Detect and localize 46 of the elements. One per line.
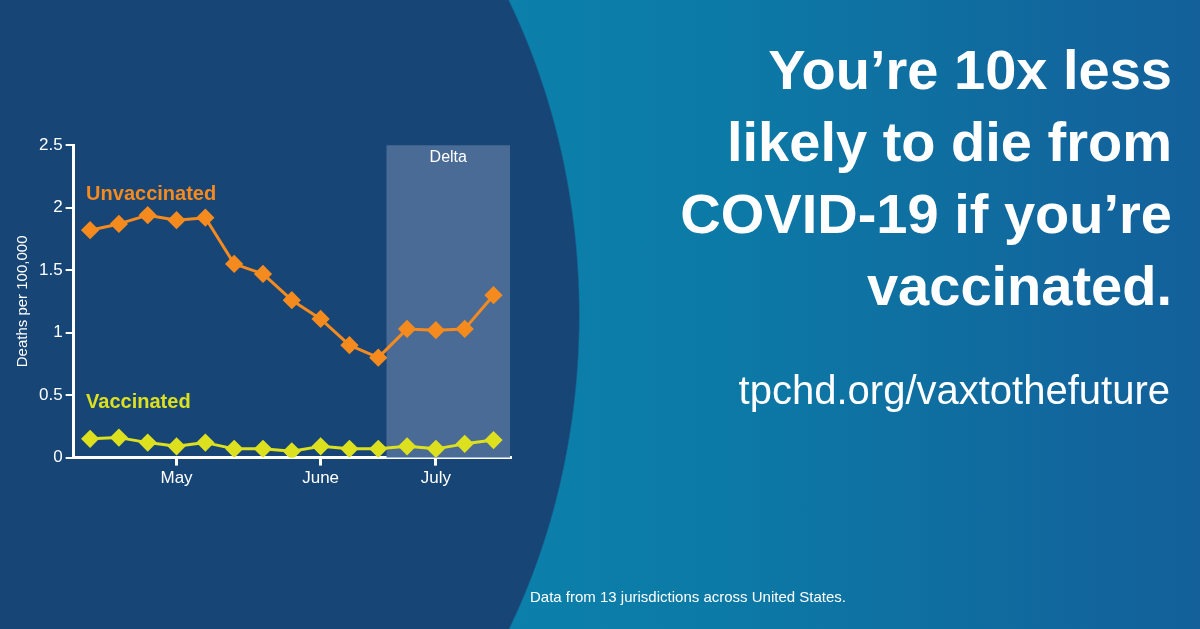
point <box>110 429 128 447</box>
text: Data from 13 jurisdictions across United States. <box>530 588 846 605</box>
point <box>168 211 186 229</box>
point <box>225 255 243 273</box>
point <box>369 349 387 367</box>
point <box>283 291 301 309</box>
band-label: Delta <box>429 147 468 165</box>
series-label: Vaccinated <box>86 390 191 413</box>
point <box>110 215 128 233</box>
y-tick-label: 2 <box>53 197 63 217</box>
point <box>81 221 99 239</box>
point <box>398 437 416 455</box>
point <box>340 440 358 458</box>
y-tick-label: 0.5 <box>38 384 63 404</box>
point <box>254 265 272 283</box>
point <box>340 336 358 354</box>
series-label: Unvaccinated <box>86 181 217 204</box>
point <box>427 440 445 458</box>
point <box>398 320 416 338</box>
point <box>139 206 157 224</box>
point <box>369 440 387 458</box>
x-tick-label: June <box>302 468 340 488</box>
y-tick-label: 0 <box>53 447 63 467</box>
x-tick-label: July <box>420 468 452 488</box>
point <box>312 437 330 455</box>
y-tick-label: 2.5 <box>38 134 63 154</box>
point <box>196 209 214 227</box>
x-tick-label: May <box>160 468 194 488</box>
point <box>254 440 272 458</box>
point <box>81 430 99 448</box>
point <box>485 286 503 304</box>
point <box>225 440 243 458</box>
text: You’re 10x less likely to die from COVID-19 if you’re vaccinated. <box>679 37 1172 319</box>
point <box>456 435 474 453</box>
point <box>168 437 186 455</box>
point <box>312 310 330 328</box>
point <box>427 321 445 339</box>
point <box>196 434 214 452</box>
point <box>456 320 474 338</box>
y-tick-label: 1 <box>53 322 63 342</box>
point <box>485 431 503 449</box>
point <box>283 442 301 458</box>
point <box>139 434 157 452</box>
y-axis-title: Deaths per 100,000 <box>13 235 31 368</box>
text: tpchd.org/vaxtothefuture <box>738 368 1170 413</box>
y-tick-label: 1.5 <box>38 259 63 279</box>
